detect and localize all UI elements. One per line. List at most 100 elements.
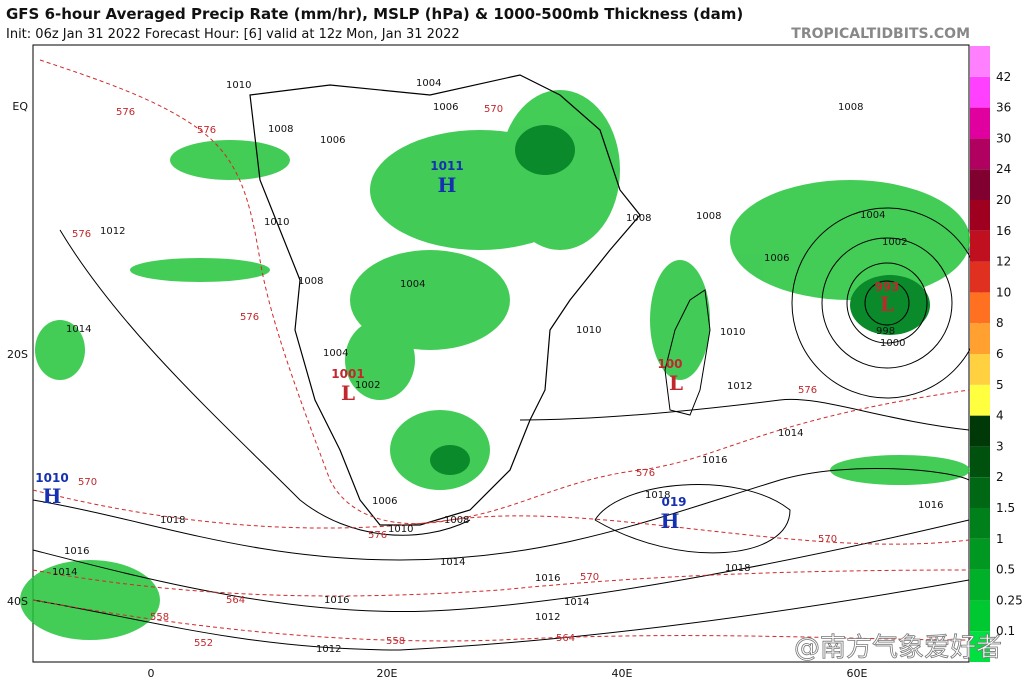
- lat-label: 20S: [7, 348, 28, 361]
- isobar-label: 1006: [764, 253, 789, 264]
- colorbar-swatch: [970, 200, 990, 231]
- isobar-label: 1008: [696, 211, 721, 222]
- isobar-label: 1014: [440, 557, 465, 568]
- thickness-label: 564: [226, 595, 245, 606]
- colorbar-label: 16: [996, 224, 1011, 238]
- colorbar-swatch: [970, 323, 990, 354]
- isobar-label: 1014: [52, 567, 77, 578]
- center-letter: L: [669, 371, 683, 395]
- isobar-label: 1014: [778, 428, 803, 439]
- colorbar-swatch: [970, 446, 990, 478]
- thickness: [32, 59, 970, 642]
- isobar-label: 1006: [433, 102, 458, 113]
- colorbar-label: 8: [996, 316, 1004, 330]
- isobar-label: 1010: [264, 217, 289, 228]
- colorbar-label: 20: [996, 193, 1011, 207]
- isobar-label: 1010: [226, 80, 251, 91]
- isobar-label: 1014: [66, 324, 91, 335]
- pressure-centers: 1011 H 1001 L 100 L 993 L 1010 H 019 H: [35, 159, 899, 533]
- colorbar-label: 12: [996, 255, 1011, 269]
- isobar-label: 1012: [100, 226, 125, 237]
- colorbar-swatch: [970, 538, 990, 570]
- center-letter: H: [661, 509, 680, 533]
- colorbar: 0.1 0.25 0.5 1 1.5 2 3 4 5 6 8 10 12 16 20 24 30 36 42: [970, 46, 1023, 662]
- isobar-label: 1002: [355, 380, 380, 391]
- center-letter: L: [341, 381, 355, 405]
- thickness-label: 576: [116, 107, 135, 118]
- lon-label: 60E: [847, 667, 868, 680]
- isobar-label: 1004: [323, 348, 348, 359]
- madagascar: [664, 289, 711, 416]
- isobar-label: 1016: [702, 455, 727, 466]
- center-pressure: 1010: [35, 471, 68, 485]
- thickness-label: 576: [72, 229, 91, 240]
- colorbar-swatch: [970, 477, 990, 508]
- isobar-label: 1004: [400, 279, 425, 290]
- isobar-label: 1004: [416, 78, 441, 89]
- lat-label: EQ: [12, 100, 28, 113]
- thickness-label: 576: [197, 125, 216, 136]
- thickness-label: 576: [798, 385, 817, 396]
- colorbar-swatch: [970, 384, 990, 416]
- colorbar-label: 1: [996, 532, 1004, 546]
- thickness-label: 576: [368, 530, 387, 541]
- center-letter: H: [43, 484, 62, 508]
- colorbar-swatch: [970, 230, 990, 262]
- isobar-label: 1006: [372, 496, 397, 507]
- isobars: [32, 207, 983, 651]
- colorbar-swatch: [970, 76, 990, 108]
- thickness-label: 570: [484, 104, 503, 115]
- center-letter: L: [880, 292, 894, 316]
- watermark: @南方气象爱好者: [794, 633, 1002, 663]
- isobar-label: 1018: [725, 563, 750, 574]
- lon-label: 0: [148, 667, 155, 680]
- isobar-label: 1018: [160, 515, 185, 526]
- center-pressure: 100: [657, 357, 682, 371]
- isobar-label: 1014: [564, 597, 589, 608]
- colorbar-swatch: [970, 138, 990, 170]
- colorbar-swatch: [970, 600, 990, 632]
- isobar-label: 1008: [838, 102, 863, 113]
- isobar-label: 1010: [576, 325, 601, 336]
- colorbar-swatch: [970, 169, 990, 200]
- colorbar-swatch: [970, 508, 990, 539]
- lon-label: 40E: [612, 667, 633, 680]
- thickness-label: 570: [818, 534, 837, 545]
- lon-label: 20E: [377, 667, 398, 680]
- thickness-label: 558: [150, 612, 169, 623]
- isobar-label: 998: [876, 326, 895, 337]
- thickness-label: 576: [636, 468, 655, 479]
- colorbar-swatch: [970, 46, 990, 77]
- lat-label: 40S: [7, 595, 28, 608]
- isobar-label: 1008: [444, 515, 469, 526]
- colorbar-swatch: [970, 569, 990, 601]
- isobar-label: 1002: [882, 237, 907, 248]
- thickness-label: 564: [556, 633, 575, 644]
- colorbar-label: 2: [996, 470, 1004, 484]
- subtitle: Init: 06z Jan 31 2022 Forecast Hour: [6]…: [6, 27, 460, 42]
- isobar-label: 1016: [918, 500, 943, 511]
- colorbar-label: 5: [996, 378, 1004, 392]
- colorbar-label: 4: [996, 409, 1004, 423]
- colorbar-swatch: [970, 415, 990, 447]
- colorbar-swatch: [970, 292, 990, 324]
- isobar-label: 1010: [720, 327, 745, 338]
- thickness-label: 552: [194, 638, 213, 649]
- isobar-label: 1000: [880, 338, 905, 349]
- colorbar-label: 10: [996, 285, 1011, 299]
- colorbar-label: 42: [996, 70, 1011, 84]
- colorbar-label: 6: [996, 347, 1004, 361]
- isobar-label: 1016: [324, 595, 349, 606]
- colorbar-label: 36: [996, 101, 1011, 115]
- isobar-label: 1012: [727, 381, 752, 392]
- center-letter: H: [438, 173, 457, 197]
- colorbar-label: 0.25: [996, 593, 1023, 607]
- isobar-label: 1012: [316, 644, 341, 655]
- precip-heavy: [430, 125, 930, 475]
- isobar-label: 1012: [535, 612, 560, 623]
- colorbar-label: 0.1: [996, 624, 1015, 638]
- center-pressure: 1011: [430, 159, 463, 173]
- colorbar-label: 0.5: [996, 563, 1015, 577]
- site: TROPICALTIDBITS.COM: [791, 26, 970, 42]
